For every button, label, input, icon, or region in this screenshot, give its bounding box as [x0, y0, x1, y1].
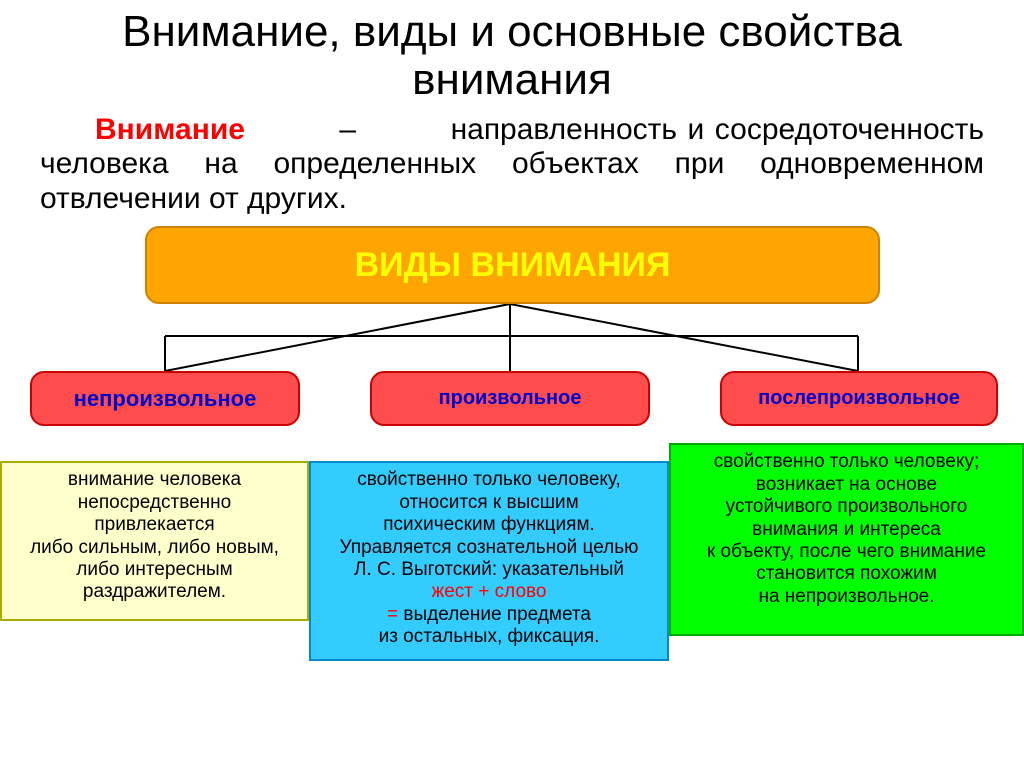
desc-line: Управляется сознательной целью — [315, 537, 663, 559]
desc-line: Л. С. Выготский: указательный — [315, 559, 663, 581]
desc-postvoluntary: свойственно только человеку; возникает н… — [669, 443, 1024, 636]
desc-line: жест + слово — [315, 581, 663, 603]
definition-term: Внимание — [95, 113, 245, 146]
desc-line: либо сильным, либо новым, — [6, 537, 303, 559]
child-label: послепроизвольное — [758, 387, 960, 410]
desc-line: психическим функциям. — [315, 514, 663, 536]
desc-line: = выделение предмета — [315, 604, 663, 626]
desc-line: раздражителем. — [6, 581, 303, 603]
desc-line: к объекту, после чего внимание — [675, 541, 1018, 563]
child-label: непроизвольное — [74, 386, 257, 412]
desc-line: свойственно только человеку; — [675, 451, 1018, 473]
desc-line: непосредственно — [6, 492, 303, 514]
desc-part: Л. С. Выготский: указательный — [354, 559, 624, 580]
desc-line: либо интересным — [6, 559, 303, 581]
desc-part: выделение предмета — [398, 604, 591, 625]
definition-paragraph: Внимание – направленность и сосредоточен… — [0, 109, 1024, 227]
desc-line: из остальных, фиксация. — [315, 626, 663, 648]
desc-line: возникает на основе — [675, 474, 1018, 496]
root-node: ВИДЫ ВНИМАНИЯ — [145, 226, 880, 304]
definition-dash: – — [339, 113, 356, 146]
child-node-voluntary: произвольное — [370, 371, 650, 426]
desc-line: внимания и интереса — [675, 519, 1018, 541]
page-title: Внимание, виды и основные свойства внима… — [0, 0, 1024, 109]
desc-line: на непроизвольное. — [675, 586, 1018, 608]
root-node-label: ВИДЫ ВНИМАНИЯ — [355, 246, 671, 285]
child-node-involuntary: непроизвольное — [30, 371, 300, 426]
desc-involuntary: внимание человека непосредственно привле… — [0, 461, 309, 621]
desc-line: устойчивого произвольного — [675, 496, 1018, 518]
child-node-postvoluntary: послепроизвольное — [720, 371, 998, 426]
desc-part-red: = — [387, 604, 398, 625]
desc-line: становится похожим — [675, 563, 1018, 585]
desc-line: относится к высшим — [315, 492, 663, 514]
desc-line: привлекается — [6, 514, 303, 536]
desc-part-red: жест + слово — [432, 581, 547, 602]
desc-line: внимание человека — [6, 469, 303, 491]
desc-line: свойственно только человеку, — [315, 469, 663, 491]
desc-voluntary: свойственно только человеку, относится к… — [309, 461, 669, 661]
child-label: произвольное — [439, 387, 582, 410]
